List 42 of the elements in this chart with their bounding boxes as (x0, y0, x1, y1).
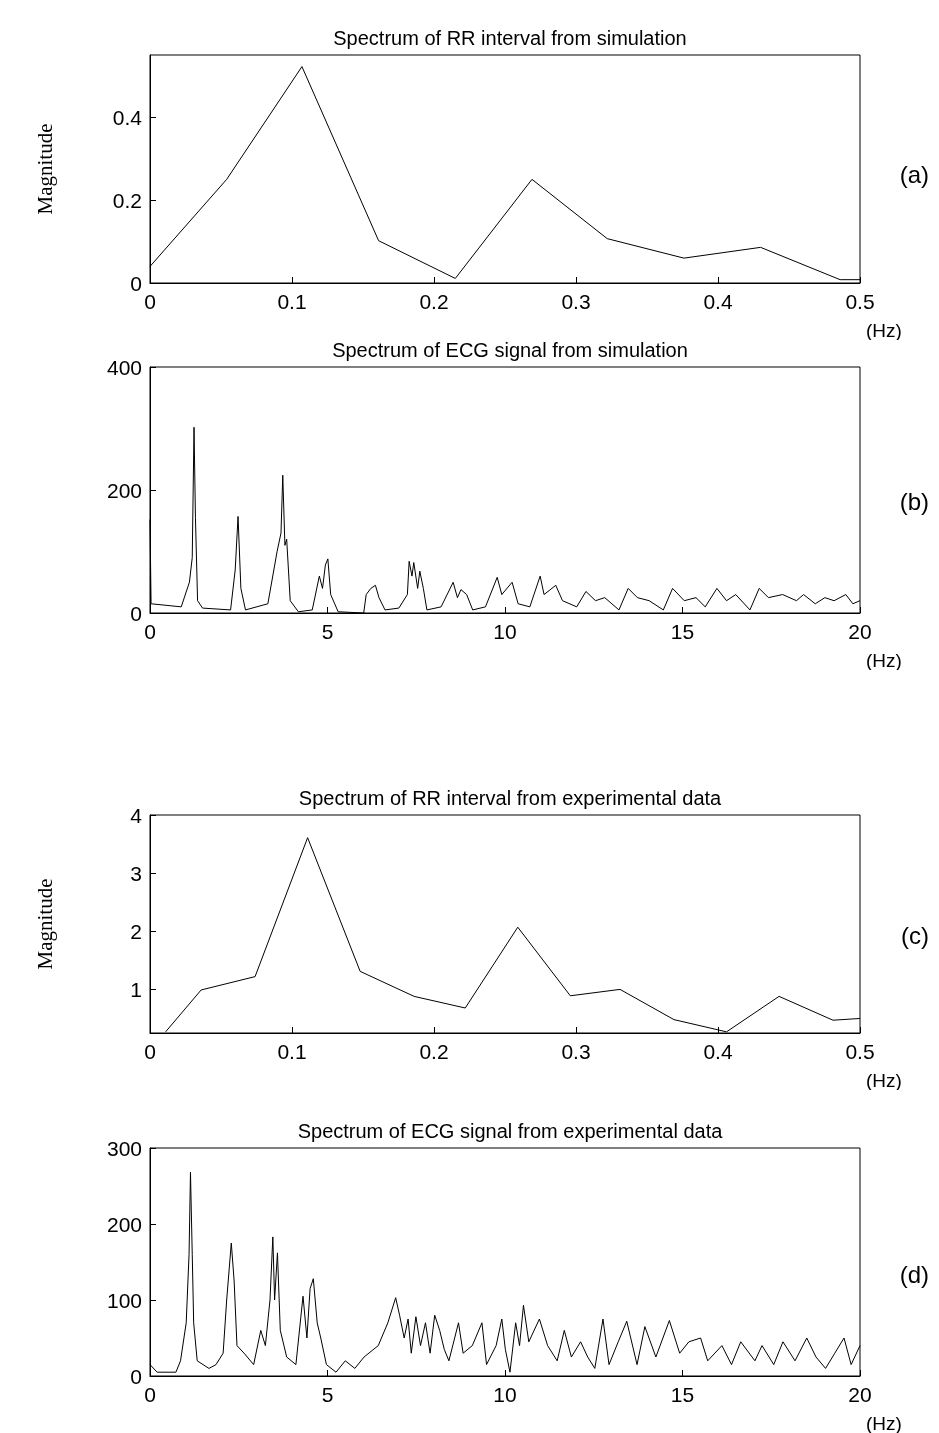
x-tick-label: 15 (670, 620, 695, 643)
y-tick-label: 200 (106, 478, 142, 502)
x-tick-label: 0.2 (419, 1040, 449, 1063)
y-tick-label: 100 (106, 1288, 142, 1312)
x-tick-label: 0.3 (561, 290, 591, 313)
x-tick-label: 10 (493, 620, 517, 643)
y-tick-label: 0.2 (112, 188, 142, 212)
chart-title: Spectrum of ECG signal from experimental data (297, 1120, 724, 1142)
chart-title: Spectrum of RR interval from simulation (333, 27, 687, 49)
y-axis-title: Magnitude (32, 123, 57, 215)
text: (c) (901, 922, 929, 949)
x-tick-label: 20 (848, 1383, 872, 1406)
x-tick-label: 5 (321, 1383, 334, 1406)
y-axis-title: Magnitude (32, 878, 57, 970)
x-tick-label: 0.4 (703, 1040, 733, 1063)
y-tick-label: 3 (130, 861, 142, 885)
x-tick-label: 0.3 (561, 1040, 591, 1063)
x-tick-label: 10 (493, 1383, 517, 1406)
text: (a) (899, 160, 930, 188)
x-tick-label: 15 (670, 1383, 695, 1406)
y-tick-label: 300 (106, 1136, 142, 1160)
x-tick-label: 5 (321, 620, 334, 643)
y-tick-label: 0 (130, 271, 142, 295)
y-tick-label: 200 (106, 1212, 142, 1236)
text: (b) (899, 488, 930, 515)
y-tick-label: 0 (130, 1364, 142, 1388)
y-tick-label: 2 (130, 919, 142, 943)
y-tick-label: 1 (130, 977, 142, 1001)
y-tick-label: 0.4 (112, 105, 143, 129)
x-tick-label: 0.5 (845, 290, 875, 313)
y-tick-label: 400 (106, 355, 142, 379)
x-tick-label: 0.2 (419, 290, 449, 313)
x-tick-label: 0.1 (277, 290, 307, 313)
y-tick-label: 0 (130, 601, 142, 625)
x-tick-label: 0.4 (703, 290, 733, 313)
y-tick-label: 4 (130, 803, 143, 827)
chart-title: Spectrum of RR interval from experimental data (298, 787, 723, 809)
x-tick-label: 0.1 (277, 1040, 307, 1063)
text: (d) (899, 1261, 930, 1288)
x-tick-label: 20 (848, 620, 872, 643)
chart-title: Spectrum of ECG signal from simulation (332, 339, 688, 361)
x-tick-label: 0.5 (845, 1040, 875, 1063)
